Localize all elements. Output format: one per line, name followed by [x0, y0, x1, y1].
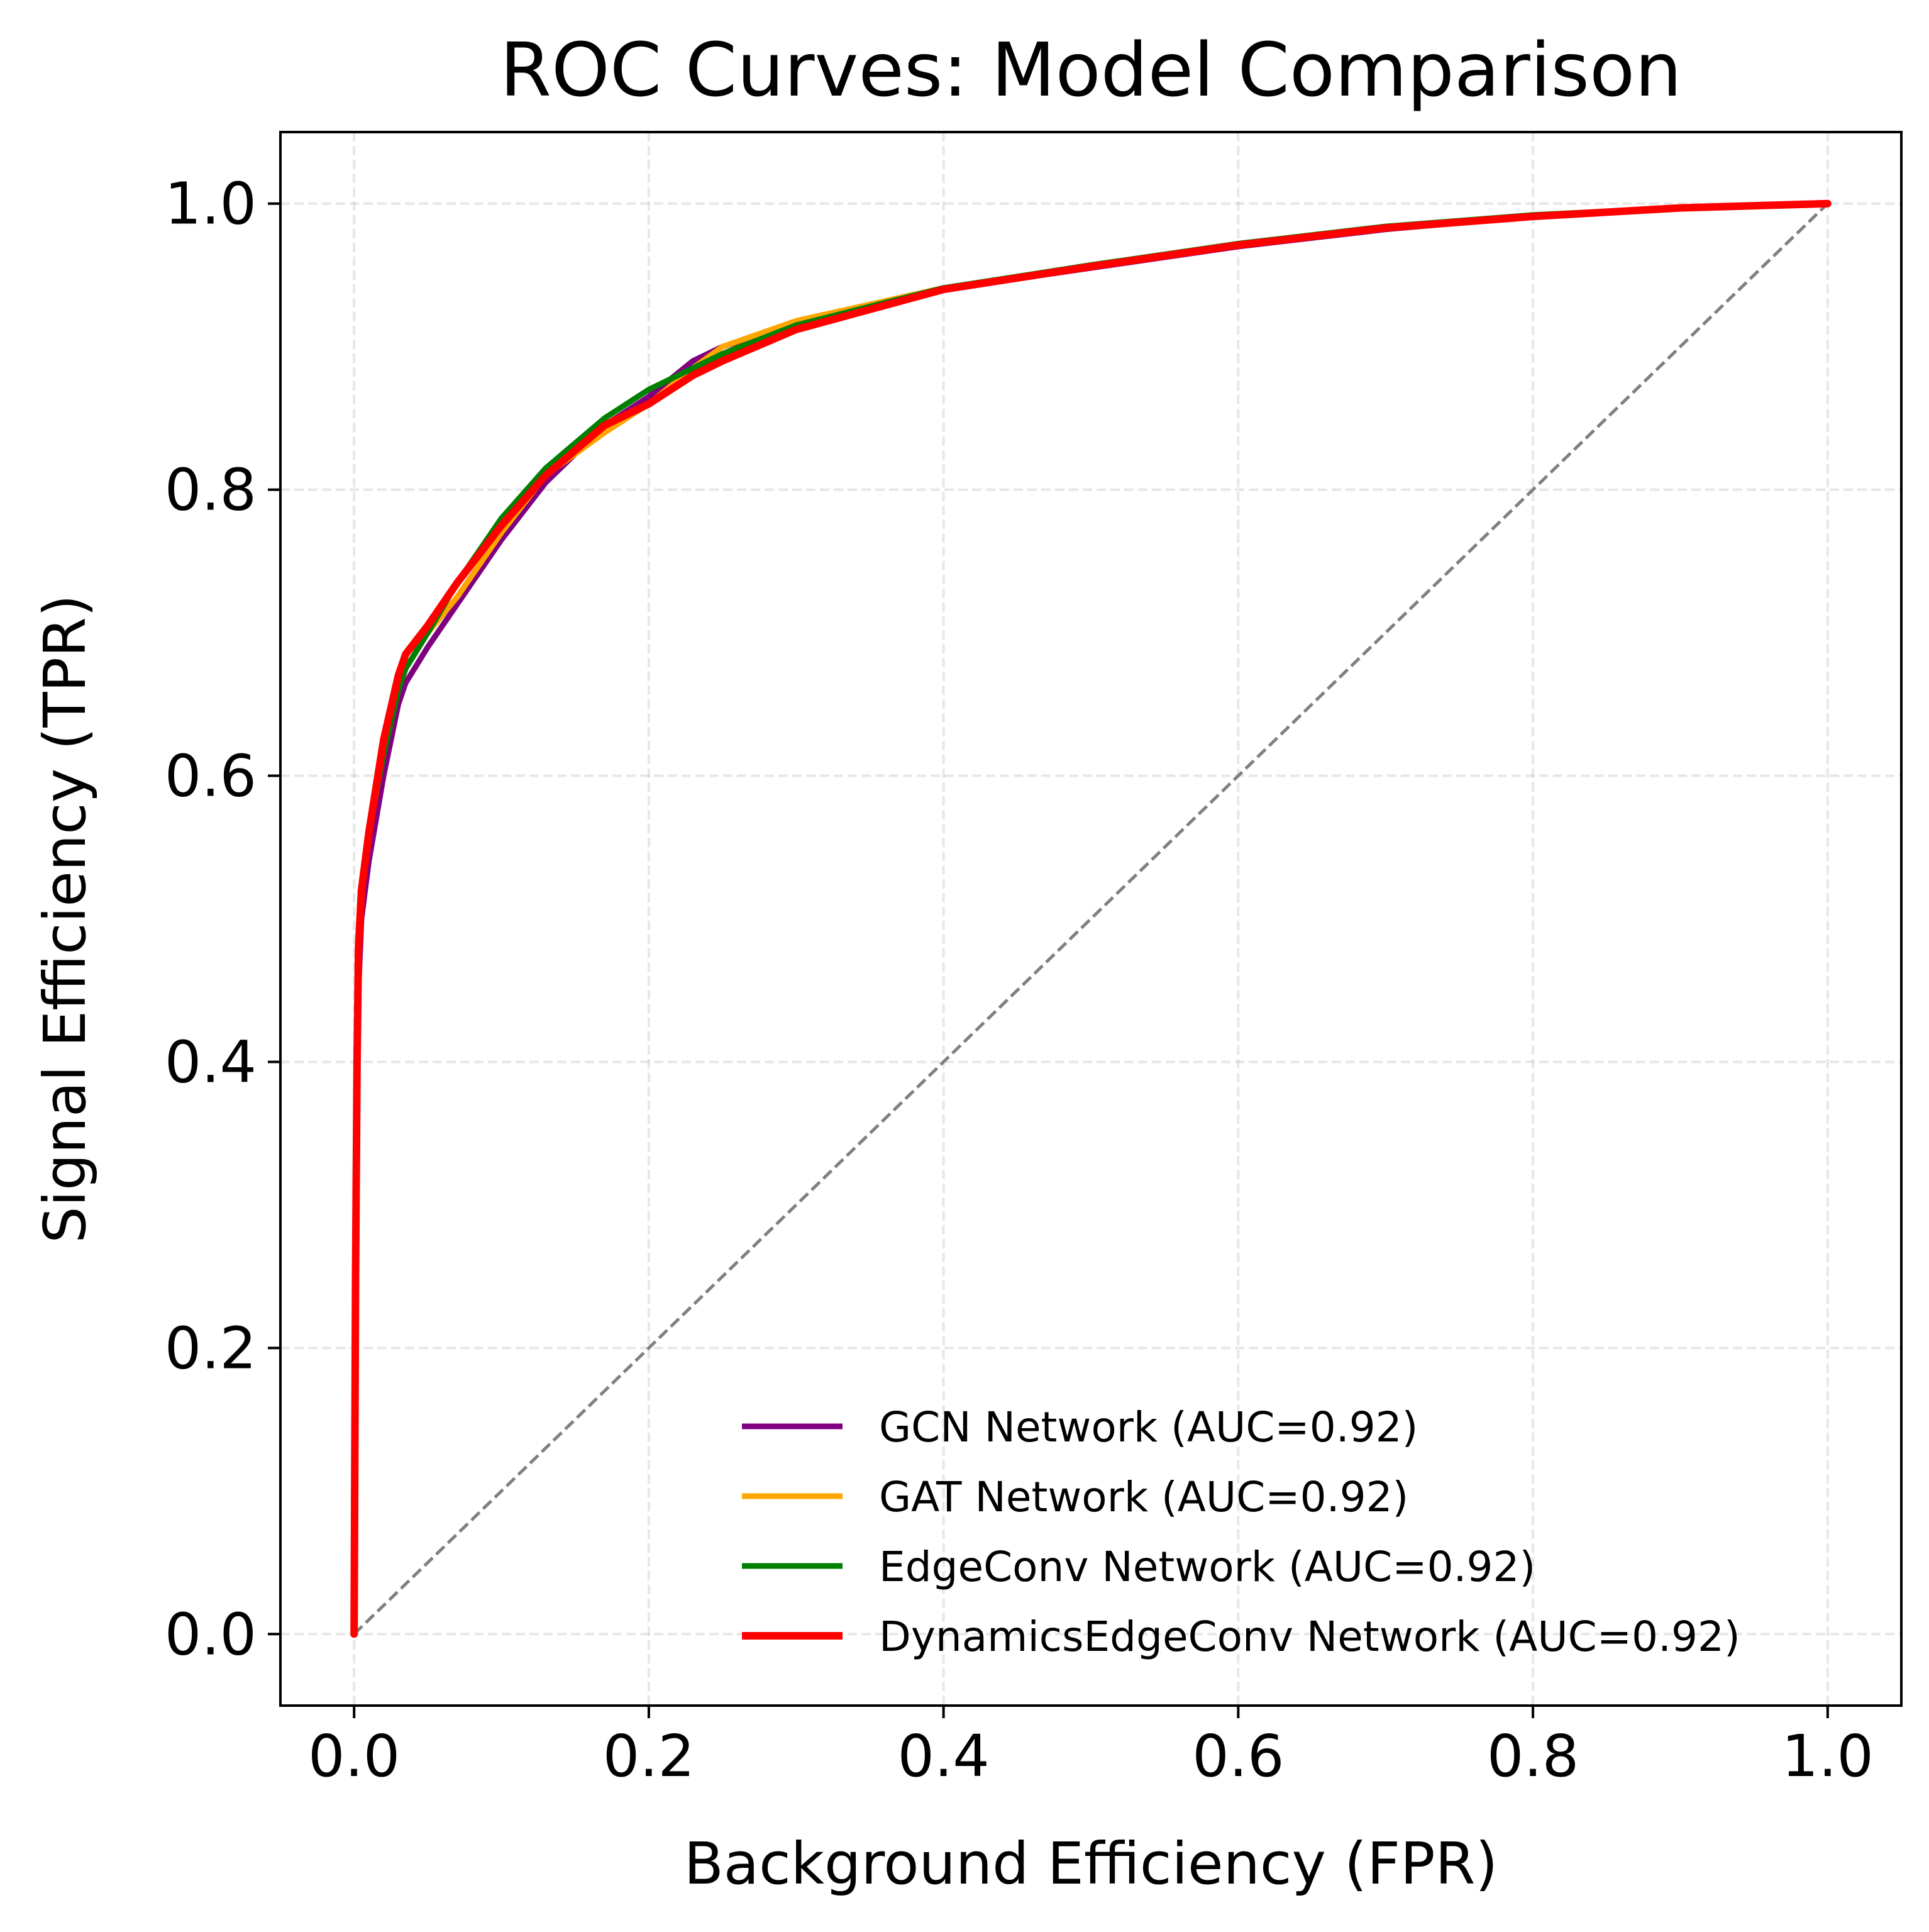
legend-label-2: GAT Network (AUC=0.92)	[879, 1473, 1408, 1521]
y-tick-label: 0.8	[165, 457, 257, 524]
y-tick-label: 0.0	[165, 1601, 257, 1668]
y-axis-label: Signal Efficiency (TPR)	[31, 594, 99, 1243]
x-tick-label: 0.8	[1487, 1723, 1579, 1790]
chart-title: ROC Curves: Model Comparison	[500, 26, 1682, 113]
x-tick-label: 0.2	[603, 1723, 695, 1790]
y-tick-label: 1.0	[165, 170, 257, 238]
legend-label-1: GCN Network (AUC=0.92)	[879, 1403, 1418, 1452]
x-tick-label: 1.0	[1782, 1723, 1874, 1790]
plot-frame	[279, 131, 1903, 1707]
y-tick-label: 0.2	[165, 1314, 257, 1382]
legend-label-4: DynamicsEdgeConv Network (AUC=0.92)	[879, 1613, 1740, 1661]
grid	[280, 132, 1901, 1706]
x-tick-label: 0.4	[897, 1723, 989, 1790]
y-tick-label: 0.4	[165, 1028, 257, 1096]
legend: GCN Network (AUC=0.92) GAT Network (AUC=0…	[742, 1403, 1740, 1661]
x-tick-label: 0.6	[1192, 1723, 1284, 1790]
series-lines	[350, 199, 1832, 1638]
x-axis-label: Background Efficiency (FPR)	[684, 1830, 1498, 1897]
x-tick-label: 0.0	[308, 1723, 400, 1790]
y-tick-label: 0.6	[165, 743, 257, 810]
diagonal-line	[353, 202, 1829, 1636]
series-line-4	[350, 199, 1832, 1638]
diagonal-reference	[353, 202, 1829, 1636]
axis-ticks: 0.0 0.2 0.4 0.6 0.8 1.0 0.0 0.2 0.4 0.6 0.8 1.0	[165, 170, 1874, 1790]
legend-label-3: EdgeConv Network (AUC=0.92)	[879, 1543, 1535, 1591]
